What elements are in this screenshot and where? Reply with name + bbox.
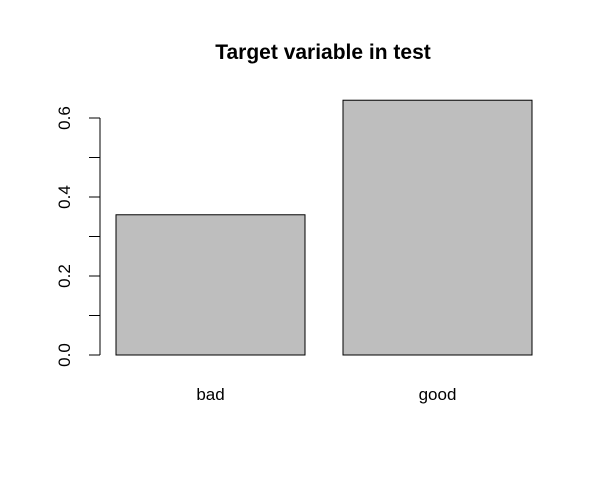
x-category-label: bad bbox=[196, 385, 224, 404]
y-tick-label: 0.4 bbox=[55, 185, 74, 209]
y-tick-label: 0.6 bbox=[55, 106, 74, 130]
bar-bad bbox=[115, 214, 306, 356]
x-axis-labels: bad good bbox=[196, 385, 456, 404]
y-axis: 0.0 0.2 0.4 0.6 bbox=[55, 106, 101, 367]
bars bbox=[115, 99, 533, 356]
x-category-label: good bbox=[419, 385, 457, 404]
chart-title: Target variable in test bbox=[215, 41, 431, 64]
y-tick-label: 0.2 bbox=[55, 264, 74, 288]
y-tick-label: 0.0 bbox=[55, 343, 74, 367]
bar-good bbox=[342, 99, 533, 356]
